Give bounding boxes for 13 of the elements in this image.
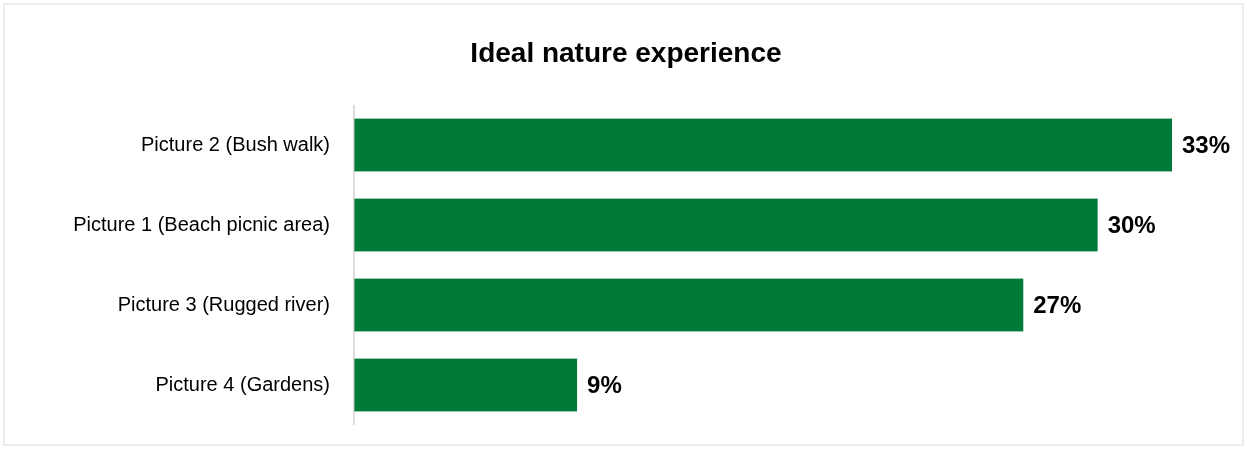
chart-title: Ideal nature experience — [470, 37, 782, 68]
y-tick-label: Picture 1 (Beach picnic area) — [73, 213, 330, 236]
y-tick-label: Picture 4 (Gardens) — [155, 373, 330, 396]
data-label: 30% — [1107, 211, 1156, 239]
bar — [354, 358, 578, 412]
bar — [354, 198, 1098, 252]
bar — [354, 118, 1172, 172]
data-label: 27% — [1033, 291, 1082, 319]
y-tick-label: Picture 2 (Bush walk) — [141, 133, 330, 156]
y-tick-label: Picture 3 (Rugged river) — [117, 293, 330, 316]
bar — [354, 278, 1024, 332]
data-label: 33% — [1182, 131, 1231, 159]
data-label: 9% — [587, 371, 622, 399]
